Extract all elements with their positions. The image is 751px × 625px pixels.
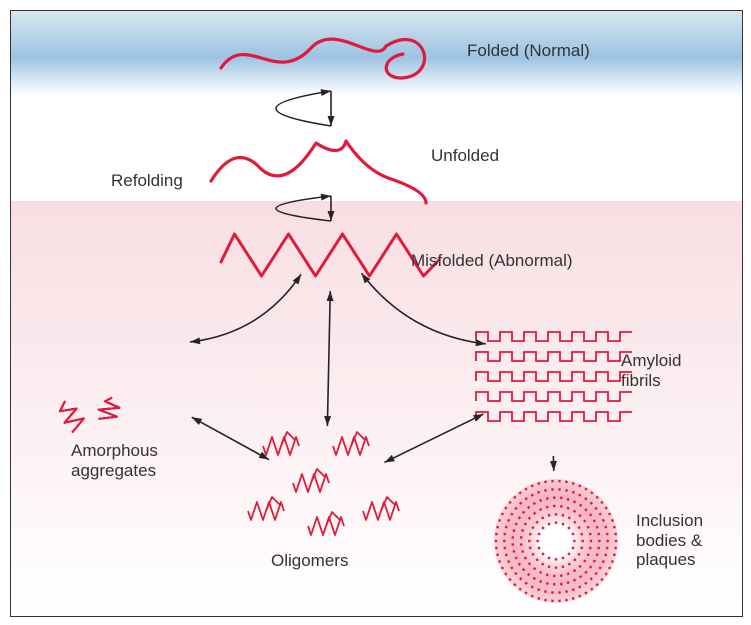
label-unfolded: Unfolded	[431, 146, 499, 166]
label-folded: Folded (Normal)	[467, 41, 590, 61]
label-inclusion: Inclusion bodies & plaques	[636, 511, 703, 570]
figure-inner: Folded (Normal) Refolding Unfolded Misfo…	[10, 10, 743, 617]
figure-frame: Folded (Normal) Refolding Unfolded Misfo…	[0, 0, 751, 625]
inclusion-body	[494, 479, 618, 603]
diagram-svg	[11, 11, 742, 616]
label-refolding: Refolding	[111, 171, 183, 191]
label-misfolded: Misfolded (Abnormal)	[411, 251, 573, 271]
label-oligomers: Oligomers	[271, 551, 348, 571]
arrow-folded-to-unfolded	[328, 91, 335, 126]
protein-unfolded	[211, 141, 426, 203]
label-amyloid: Amyloid fibrils	[621, 351, 681, 390]
label-amorphous: Amorphous aggregates	[71, 441, 158, 480]
